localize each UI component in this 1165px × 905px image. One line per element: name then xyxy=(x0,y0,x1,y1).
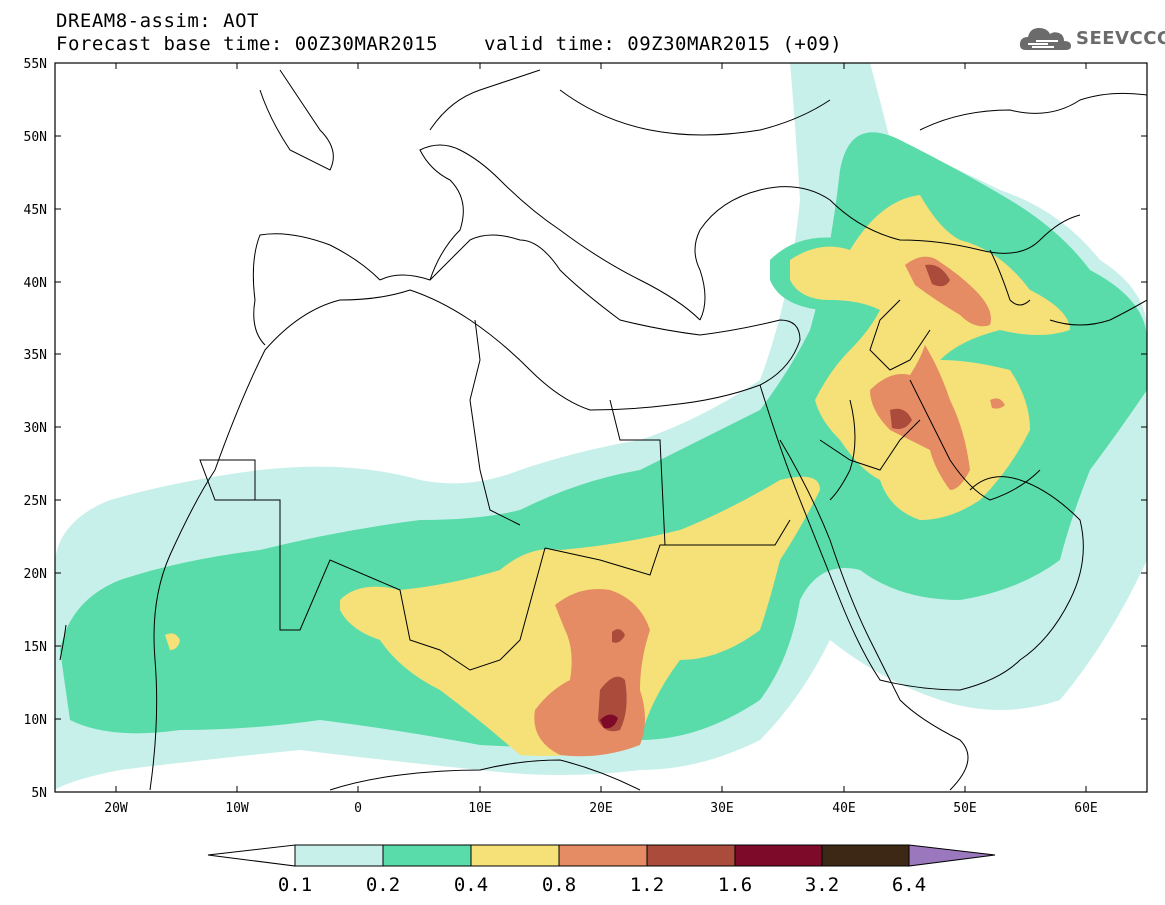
colorbar-segment xyxy=(821,844,910,867)
colorbar-segment xyxy=(294,844,384,867)
colorbar-label: 6.4 xyxy=(892,874,926,896)
lat-label: 40N xyxy=(24,276,47,291)
colorbar-over-arrow xyxy=(908,844,996,867)
colorbar-label: 1.6 xyxy=(718,874,752,896)
seevccc-logo: SEEVCCC xyxy=(1018,22,1165,56)
cloud-icon xyxy=(1019,28,1071,50)
colorbar-segment xyxy=(382,844,472,867)
lon-ticks xyxy=(115,63,1087,792)
lat-label: 25N xyxy=(24,494,47,509)
colorbar-segment xyxy=(558,844,648,867)
lon-label: 10E xyxy=(468,801,491,816)
colorbar-under-arrow xyxy=(207,844,296,867)
aot-field xyxy=(55,63,1147,790)
lon-label: 20E xyxy=(589,801,612,816)
valid-time: valid time: 09Z30MAR2015 (+09) xyxy=(484,33,843,55)
colorbar-label: 3.2 xyxy=(805,874,839,896)
colorbar xyxy=(207,844,996,867)
colorbar-segment xyxy=(734,844,823,867)
colorbar-segment xyxy=(646,844,736,867)
coastlines xyxy=(59,69,1147,791)
lon-label: 50E xyxy=(953,801,976,816)
lat-label: 30N xyxy=(24,421,47,436)
lat-label: 55N xyxy=(24,57,47,72)
colorbar-label: 0.2 xyxy=(366,874,400,896)
forecast-base-time: Forecast base time: 00Z30MAR2015 xyxy=(56,33,439,55)
colorbar-labels: 0.1 0.2 0.4 0.8 1.2 1.6 3.2 6.4 xyxy=(278,874,926,896)
lon-label: 10W xyxy=(225,801,249,816)
lat-label: 10N xyxy=(24,713,47,728)
logo-text: SEEVCCC xyxy=(1076,28,1165,49)
aot-band-1.6-3.2 xyxy=(600,714,618,729)
lon-label: 60E xyxy=(1074,801,1097,816)
colorbar-label: 0.4 xyxy=(454,874,488,896)
lat-label: 5N xyxy=(31,786,47,801)
lon-label: 40E xyxy=(832,801,855,816)
lon-label: 20W xyxy=(104,801,128,816)
lat-labels: 55N 50N 45N 40N 35N 30N 25N 20N 15N 10N … xyxy=(24,57,47,801)
lat-label: 20N xyxy=(24,567,47,582)
lon-label: 30E xyxy=(710,801,733,816)
lon-labels: 20W 10W 0 10E 20E 30E 40E 50E 60E xyxy=(104,801,1097,816)
lon-label: 0 xyxy=(354,801,362,816)
colorbar-label: 0.1 xyxy=(278,874,312,896)
colorbar-label: 0.8 xyxy=(542,874,576,896)
colorbar-segment xyxy=(470,844,560,867)
lat-label: 50N xyxy=(24,130,47,145)
lat-ticks xyxy=(55,62,1147,720)
lat-label: 35N xyxy=(24,348,47,363)
map-title: DREAM8-assim: AOT xyxy=(56,10,259,32)
lat-label: 15N xyxy=(24,640,47,655)
colorbar-label: 1.2 xyxy=(630,874,664,896)
lat-label: 45N xyxy=(24,203,47,218)
